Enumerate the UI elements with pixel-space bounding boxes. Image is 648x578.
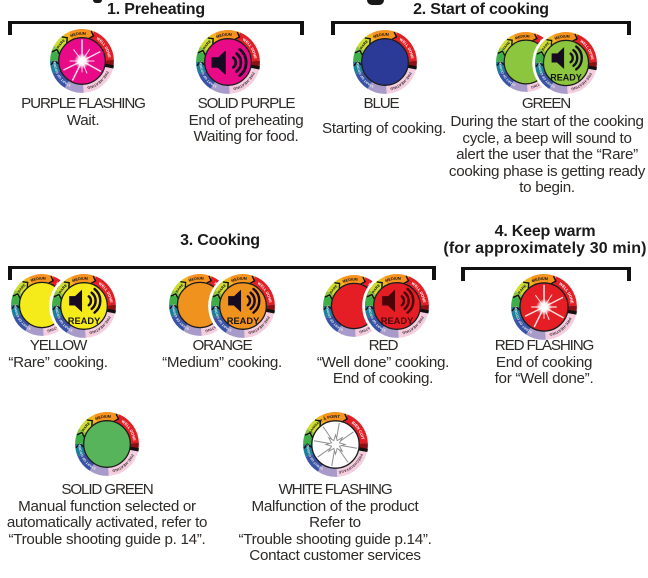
svg-text:READY: READY <box>67 316 100 326</box>
svg-text:READY: READY <box>227 316 260 326</box>
svg-text:READY: READY <box>550 72 582 82</box>
svg-text:READY: READY <box>381 316 414 326</box>
